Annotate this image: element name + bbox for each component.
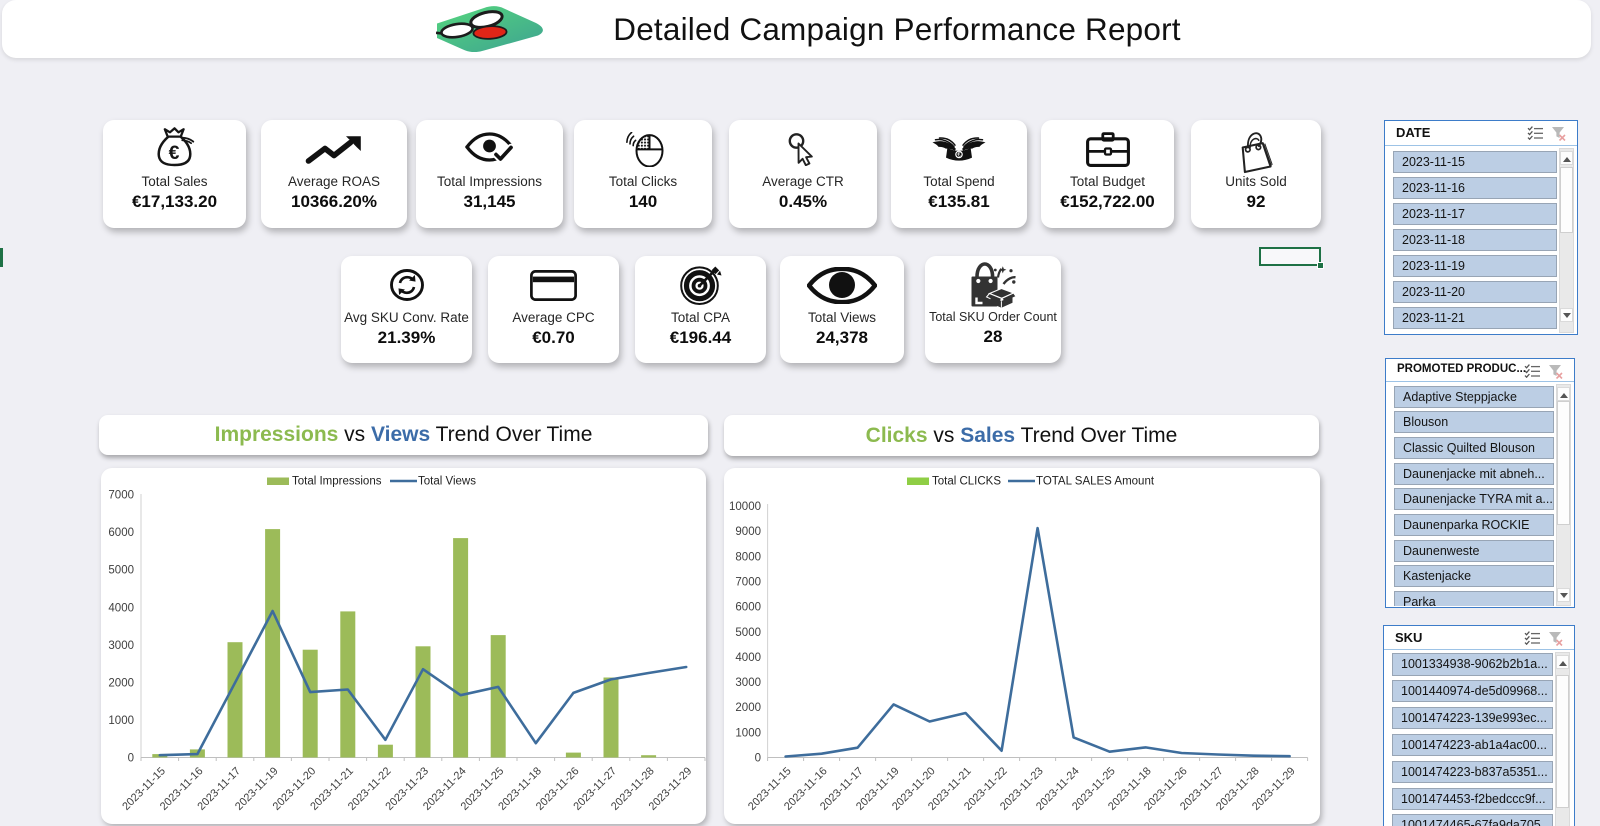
svg-text:0: 0: [755, 753, 761, 765]
svg-text:Total Views: Total Views: [418, 476, 476, 488]
svg-text:TOTAL SALES Amount: TOTAL SALES Amount: [1036, 476, 1155, 488]
svg-text:€: €: [169, 143, 180, 164]
svg-text:2000: 2000: [735, 702, 761, 714]
svg-text:0: 0: [128, 753, 134, 765]
svg-text:Total CLICKS: Total CLICKS: [932, 476, 1001, 488]
svg-text:€: €: [957, 152, 961, 158]
svg-text:3000: 3000: [735, 677, 761, 689]
svg-text:2000: 2000: [108, 677, 134, 689]
svg-text:5000: 5000: [108, 565, 134, 577]
svg-text:7000: 7000: [108, 490, 134, 502]
svg-text:1000: 1000: [735, 727, 761, 739]
svg-text:7000: 7000: [735, 577, 761, 589]
svg-text:3000: 3000: [108, 640, 134, 652]
svg-text:4000: 4000: [735, 652, 761, 664]
svg-text:4000: 4000: [108, 602, 134, 614]
svg-text:10000: 10000: [729, 501, 761, 513]
svg-text:1000: 1000: [108, 715, 134, 727]
svg-text:Total Impressions: Total Impressions: [292, 476, 382, 488]
svg-text:5000: 5000: [735, 627, 761, 639]
svg-text:8000: 8000: [735, 551, 761, 563]
svg-text:9000: 9000: [735, 526, 761, 538]
svg-text:6000: 6000: [108, 527, 134, 539]
svg-text:6000: 6000: [735, 602, 761, 614]
